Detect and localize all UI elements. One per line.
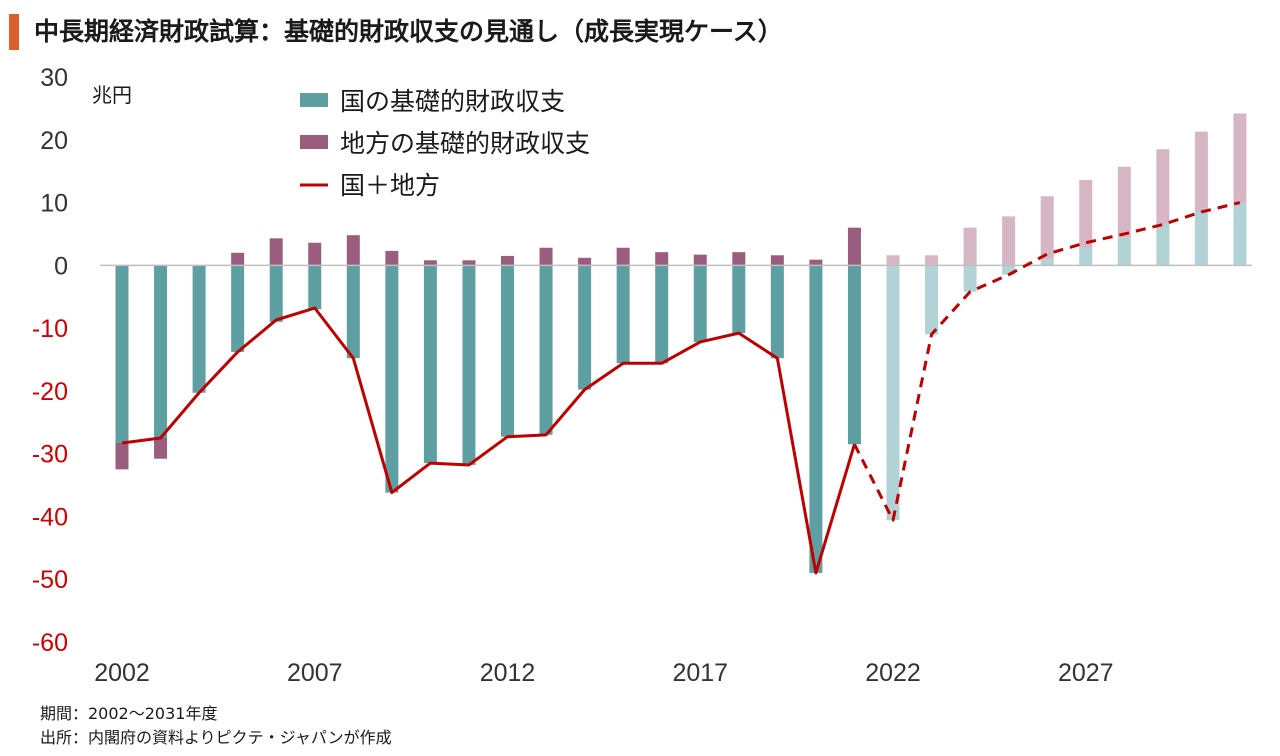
national-bar-2018 [732, 265, 746, 334]
local-bar-2010 [423, 260, 437, 266]
national-bar-2012 [501, 265, 514, 437]
y-tick-label: 30 [40, 64, 68, 92]
source-note: 出所：内閣府の資料よりピクテ・ジャパンが作成 [40, 728, 392, 747]
national-bar-2031 [1233, 202, 1247, 266]
local-bar-2012 [501, 255, 514, 266]
local-bar-2014 [578, 257, 592, 266]
local-bar-2022 [886, 255, 900, 266]
total-line-actual [121, 306, 856, 575]
national-bar-2022 [886, 265, 900, 521]
y-tick-label: -40 [32, 503, 68, 531]
national-bar-2025 [1002, 265, 1016, 275]
x-axis: 2002 2007 2012 2017 2022 2027 [94, 659, 1113, 687]
y-tick-label: 20 [40, 127, 68, 155]
national-bar-2029 [1156, 224, 1170, 266]
title-accent-bar [9, 14, 19, 50]
x-tick-label: 2007 [287, 659, 343, 687]
local-bar-2002 [115, 442, 129, 470]
national-bar-2024 [963, 265, 977, 292]
national-bar-2008 [346, 265, 360, 359]
legend-swatch-local [300, 135, 328, 149]
local-bar-2007 [308, 242, 322, 266]
x-tick-label: 2012 [480, 659, 536, 687]
local-bar-2026 [1040, 196, 1054, 260]
local-bar-2016 [655, 252, 669, 266]
period-note: 期間：2002～2031年度 [40, 704, 218, 723]
local-bar-2018 [732, 252, 746, 266]
national-bar-2002 [115, 265, 129, 443]
local-bar-2023 [925, 255, 939, 266]
x-tick-label: 2002 [94, 659, 150, 687]
national-bar-2006 [269, 265, 283, 322]
national-bar-2007 [308, 265, 322, 310]
national-bar-2019 [770, 265, 784, 359]
x-tick-label: 2022 [865, 659, 921, 687]
national-bar-2030 [1194, 211, 1208, 266]
local-bar-2005 [231, 252, 245, 266]
local-bar-2028 [1117, 166, 1131, 238]
total-line-projected [853, 201, 1241, 522]
national-bar-2014 [578, 265, 592, 390]
local-bar-2021 [847, 227, 861, 266]
national-bar-2023 [925, 265, 939, 335]
national-bar-2028 [1117, 237, 1131, 266]
y-axis: 30 20 10 0 -10 -20 -30 -40 -50 -60 [32, 64, 68, 657]
national-bar-2005 [231, 265, 245, 352]
y-tick-label: -50 [32, 566, 68, 594]
national-bar-2017 [693, 265, 707, 342]
x-tick-label: 2027 [1058, 659, 1114, 687]
bars-layer [115, 113, 1247, 573]
y-tick-label: -20 [32, 378, 68, 406]
national-bar-2004 [192, 265, 206, 393]
local-bar-2008 [346, 235, 360, 266]
local-bar-2027 [1079, 179, 1093, 248]
legend-label-local: 地方の基礎的財政収支 [340, 130, 590, 158]
y-tick-label: 0 [54, 252, 68, 280]
x-tick-label: 2017 [672, 659, 728, 687]
national-bar-2003 [154, 265, 168, 438]
local-bar-2006 [269, 238, 283, 266]
local-bar-2025 [1002, 216, 1016, 266]
y-tick-label: -10 [32, 315, 68, 343]
local-bar-2029 [1156, 149, 1170, 225]
national-bar-2021 [847, 265, 861, 445]
legend-swatch-national [300, 93, 328, 107]
local-bar-2031 [1233, 113, 1247, 203]
local-bar-2013 [539, 247, 553, 266]
national-bar-2027 [1079, 247, 1093, 266]
y-tick-label: -60 [32, 629, 68, 657]
legend-label-total: 国＋地方 [340, 172, 440, 200]
national-bar-2011 [462, 265, 476, 465]
local-bar-2020 [809, 259, 823, 266]
national-bar-2009 [385, 265, 399, 493]
national-bar-2026 [1040, 259, 1054, 266]
national-bar-2010 [423, 265, 437, 464]
legend-label-national: 国の基礎的財政収支 [340, 88, 565, 116]
chart-title: 中長期経済財政試算：基礎的財政収支の見通し（成長実現ケース） [34, 17, 783, 46]
local-bar-2003 [154, 437, 168, 459]
national-bar-2016 [655, 265, 669, 364]
local-bar-2030 [1194, 131, 1208, 212]
y-tick-label: 10 [40, 190, 68, 218]
national-bar-2015 [616, 265, 630, 364]
local-bar-2015 [616, 247, 630, 266]
local-bar-2009 [385, 250, 399, 266]
national-bar-2013 [539, 265, 553, 435]
local-bar-2017 [693, 254, 707, 266]
local-bar-2019 [770, 255, 784, 266]
line-layer [121, 201, 1241, 575]
national-bar-2020 [809, 265, 823, 573]
local-bar-2024 [963, 227, 977, 266]
y-tick-label: -30 [32, 441, 68, 469]
unit-label: 兆円 [92, 84, 132, 107]
local-bar-2011 [462, 260, 476, 266]
